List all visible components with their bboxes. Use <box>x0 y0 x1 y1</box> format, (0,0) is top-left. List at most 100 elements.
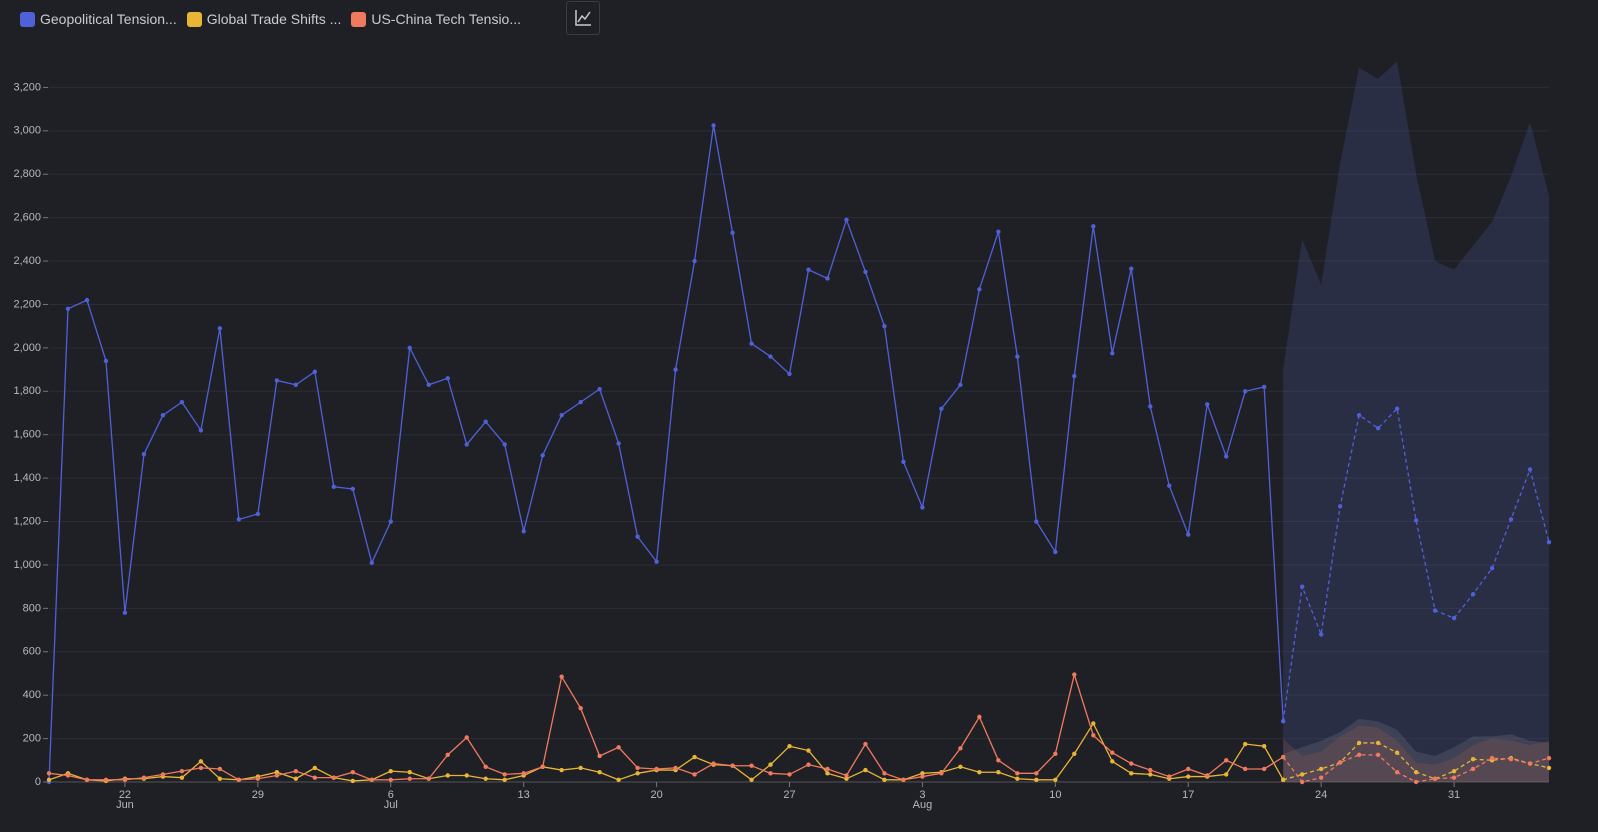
chart-icon <box>575 10 591 26</box>
data-point <box>711 761 716 766</box>
data-point <box>502 772 507 777</box>
data-point <box>46 771 52 776</box>
data-point <box>274 773 280 778</box>
chart-type-button[interactable] <box>566 1 600 35</box>
data-point <box>597 753 602 759</box>
y-tick-label: 2,000 <box>13 342 41 354</box>
forecast-point <box>1375 752 1381 758</box>
forecast-point <box>1394 750 1400 755</box>
x-tick-month: Aug <box>913 799 933 811</box>
data-point <box>616 777 621 783</box>
data-point <box>977 770 982 775</box>
y-tick-label: 1,800 <box>13 385 41 397</box>
x-tick-label: 31 <box>1448 789 1460 801</box>
data-point <box>1186 774 1191 779</box>
data-point <box>654 766 659 772</box>
y-tick-label: 600 <box>23 646 41 658</box>
data-point <box>521 771 526 776</box>
forecast-point <box>1356 412 1362 418</box>
data-point <box>1148 772 1153 777</box>
data-point <box>65 306 71 312</box>
data-point <box>768 762 773 767</box>
data-point <box>1015 771 1020 776</box>
legend-item[interactable]: Geopolitical Tension... <box>20 11 177 27</box>
data-point <box>312 765 318 771</box>
data-point <box>350 770 355 775</box>
data-point <box>863 741 868 747</box>
data-point <box>350 778 355 784</box>
data-point <box>388 768 393 774</box>
data-point <box>939 406 944 411</box>
data-point <box>198 759 204 764</box>
data-point <box>882 771 887 776</box>
data-point <box>483 776 488 781</box>
forecast-point <box>1318 775 1324 780</box>
legend-item[interactable]: Global Trade Shifts ... <box>186 11 342 27</box>
forecast-band <box>1283 719 1549 782</box>
forecast-point <box>1299 779 1305 785</box>
data-point <box>236 517 242 522</box>
data-point <box>1053 549 1058 555</box>
forecast-point <box>1546 539 1552 545</box>
data-point <box>1072 672 1077 677</box>
data-point <box>1015 354 1020 359</box>
data-point <box>920 771 925 776</box>
data-point <box>464 773 469 778</box>
data-point <box>483 764 488 770</box>
data-point <box>141 452 147 457</box>
data-point <box>825 766 830 772</box>
data-point <box>388 777 393 783</box>
x-tick-label: 22 <box>119 789 131 801</box>
data-point <box>1261 743 1267 749</box>
data-point <box>882 323 887 329</box>
data-point <box>1261 384 1267 390</box>
data-point <box>502 777 507 783</box>
legend-label: Global Trade Shifts ... <box>206 11 342 27</box>
x-tick-label: 6 <box>388 789 394 801</box>
data-point <box>407 776 412 781</box>
legend: Geopolitical Tension... Global Trade Shif… <box>20 6 531 32</box>
data-point <box>863 269 868 275</box>
data-point <box>369 777 374 783</box>
series-line <box>48 722 1284 782</box>
data-point <box>616 745 621 750</box>
data-point <box>711 123 716 128</box>
data-point <box>464 442 469 447</box>
series-line <box>48 125 1284 783</box>
data-point <box>1072 751 1077 756</box>
data-point <box>1034 771 1039 776</box>
data-point <box>787 743 792 749</box>
data-point <box>1053 751 1058 756</box>
data-point <box>578 399 583 405</box>
data-point <box>179 399 185 405</box>
data-point <box>692 772 697 777</box>
data-point <box>331 484 337 489</box>
data-point <box>1053 777 1058 783</box>
forecast-point <box>1356 752 1362 758</box>
data-point <box>293 776 299 781</box>
data-point <box>65 773 71 778</box>
forecast-point <box>1508 757 1514 762</box>
data-point <box>635 771 640 776</box>
data-point <box>1243 766 1248 772</box>
data-point <box>749 341 754 346</box>
data-point <box>179 768 185 774</box>
y-tick-label: 400 <box>23 689 41 701</box>
data-point <box>787 772 792 777</box>
data-point <box>787 371 792 377</box>
data-point <box>1167 483 1172 488</box>
data-point <box>1224 454 1229 459</box>
data-point <box>540 453 545 458</box>
data-point <box>958 746 963 751</box>
data-point <box>578 765 583 771</box>
data-point <box>749 777 754 783</box>
data-point <box>844 217 849 223</box>
data-point <box>1224 758 1229 763</box>
forecast-point <box>1318 632 1324 637</box>
legend-item[interactable]: US-China Tech Tensio... <box>351 11 521 27</box>
data-point <box>464 735 469 740</box>
data-point <box>103 358 109 364</box>
data-point <box>1129 266 1134 271</box>
data-point <box>806 762 811 767</box>
forecast-point <box>1337 504 1343 509</box>
